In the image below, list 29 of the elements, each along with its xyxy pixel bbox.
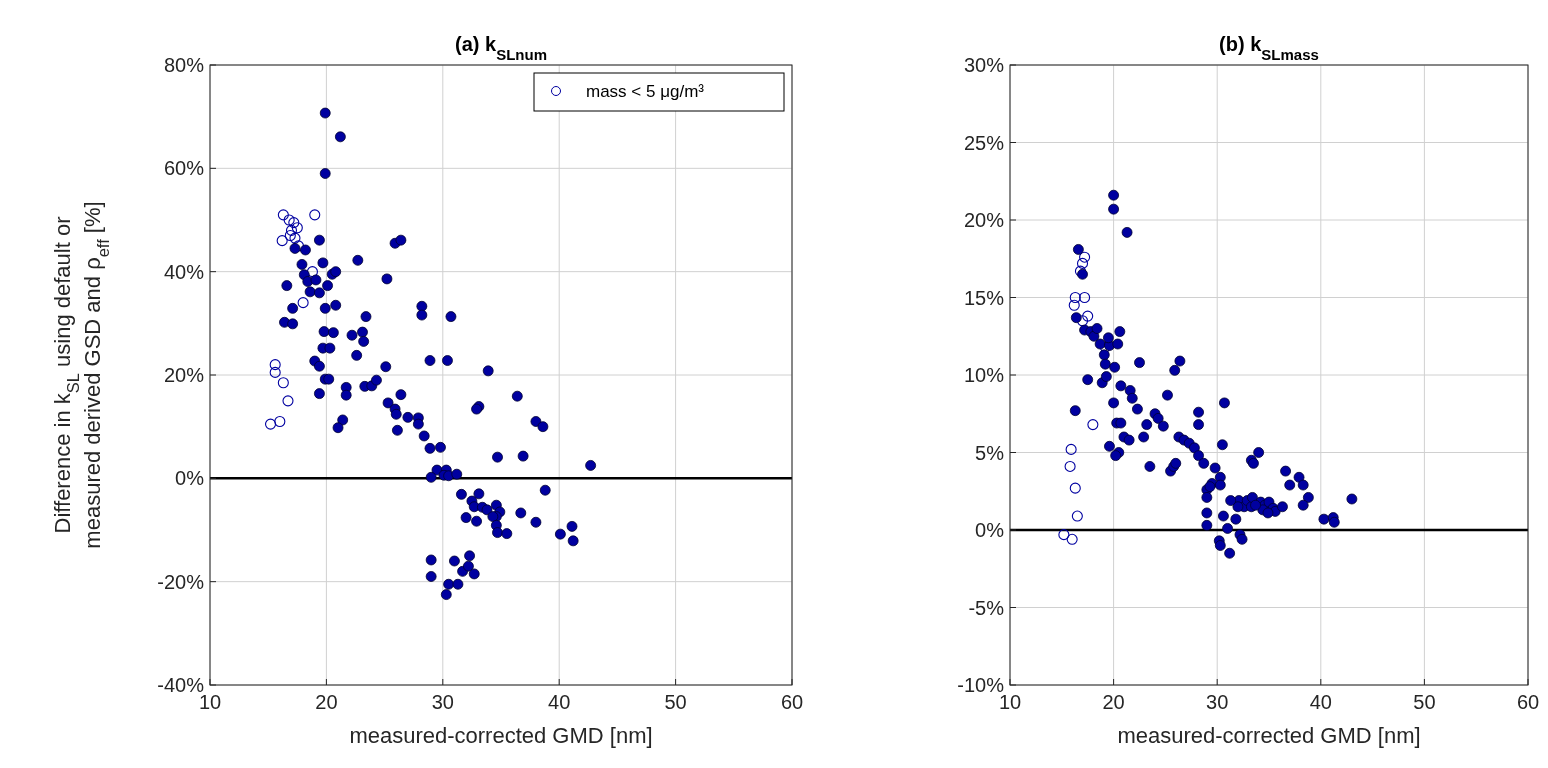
chart-title: (a) k$_{SLnum}$	[455, 33, 547, 63]
x-tick-label: 50	[1413, 691, 1436, 713]
x-tick-label: 20	[1102, 691, 1125, 713]
x-tick-label: 30	[1206, 691, 1229, 713]
x-tick-label: 40	[548, 691, 571, 713]
y-tick-label: 60%	[163, 157, 205, 180]
y-tick-label: 5%	[975, 441, 1005, 464]
y-tick-label: 20%	[163, 364, 205, 386]
y-tick-label: 25%	[963, 131, 1005, 154]
x-tick-label: 60	[780, 691, 804, 713]
x-tick-label: 20	[315, 691, 338, 713]
chart-title: (b) k$_{SLmass}$	[1219, 33, 1319, 63]
x-axis-title: measured-corrected GMD [nm]	[1117, 723, 1421, 748]
y-tick-label: 30%	[963, 54, 1005, 76]
y-tick-label: 20%	[963, 209, 1005, 231]
legend-label: mass < 5 μg/m³	[586, 82, 705, 101]
y-tick-label: -20%	[157, 570, 205, 593]
y-tick-label: 0%	[175, 467, 205, 490]
y-tick-label: 0%	[975, 519, 1005, 541]
y-tick-label: 15%	[963, 286, 1005, 309]
x-tick-label: 40	[1309, 691, 1332, 713]
x-tick-label: 50	[664, 691, 687, 713]
x-axis-title: measured-corrected GMD [nm]	[349, 723, 653, 748]
x-tick-label: 30	[431, 691, 454, 713]
y-tick-label: 80%	[163, 54, 205, 76]
y-tick-label: 10%	[963, 364, 1005, 386]
x-tick-label: 60	[1516, 691, 1540, 713]
y-tick-label: 40%	[163, 260, 205, 283]
y-tick-label: -5%	[968, 596, 1005, 619]
